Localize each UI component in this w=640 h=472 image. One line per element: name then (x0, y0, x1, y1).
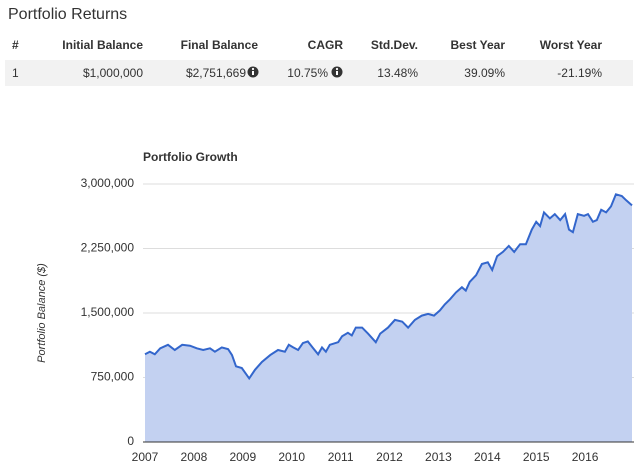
x-tick-label: 2014 (474, 450, 501, 464)
column-header: Initial Balance (62, 38, 143, 52)
y-tick-label: 3,000,000 (81, 176, 135, 190)
info-icon[interactable] (247, 66, 259, 78)
table-cell: -21.19% (557, 66, 602, 80)
x-tick-label: 2010 (278, 450, 305, 464)
table-cell: $1,000,000 (82, 66, 143, 80)
table-cell: 39.09% (464, 66, 505, 80)
table-cell: 10.75% (287, 66, 328, 80)
info-icon[interactable] (331, 66, 343, 78)
y-tick-label: 0 (127, 434, 134, 448)
x-tick-label: 2007 (132, 450, 159, 464)
x-tick-label: 2009 (229, 450, 256, 464)
y-tick-label: 750,000 (91, 370, 135, 384)
x-tick-label: 2016 (572, 450, 599, 464)
table-cell: 1 (12, 66, 19, 80)
y-tick-label: 2,250,000 (81, 241, 135, 255)
x-tick-label: 2013 (425, 450, 452, 464)
table-cell: 13.48% (377, 66, 418, 80)
area-fill (145, 194, 632, 442)
area-line (144, 193, 633, 381)
x-tick-label: 2012 (376, 450, 403, 464)
section-title: Portfolio Returns (8, 6, 128, 23)
table-cell: $2,751,669 (185, 66, 246, 80)
column-header: # (12, 38, 19, 52)
column-header: CAGR (307, 38, 343, 52)
y-tick-label: 1,500,000 (81, 305, 135, 319)
row-background (5, 60, 633, 86)
chart-title: Portfolio Growth (143, 150, 238, 164)
column-header: Final Balance (180, 38, 258, 52)
y-axis-label: Portfolio Balance ($) (36, 263, 48, 363)
column-header: Best Year (450, 38, 506, 52)
column-header: Std.Dev. (370, 38, 418, 52)
column-header: Worst Year (539, 38, 602, 52)
x-tick-label: 2015 (523, 450, 550, 464)
x-tick-label: 2011 (328, 450, 354, 464)
x-tick-label: 2008 (181, 450, 208, 464)
